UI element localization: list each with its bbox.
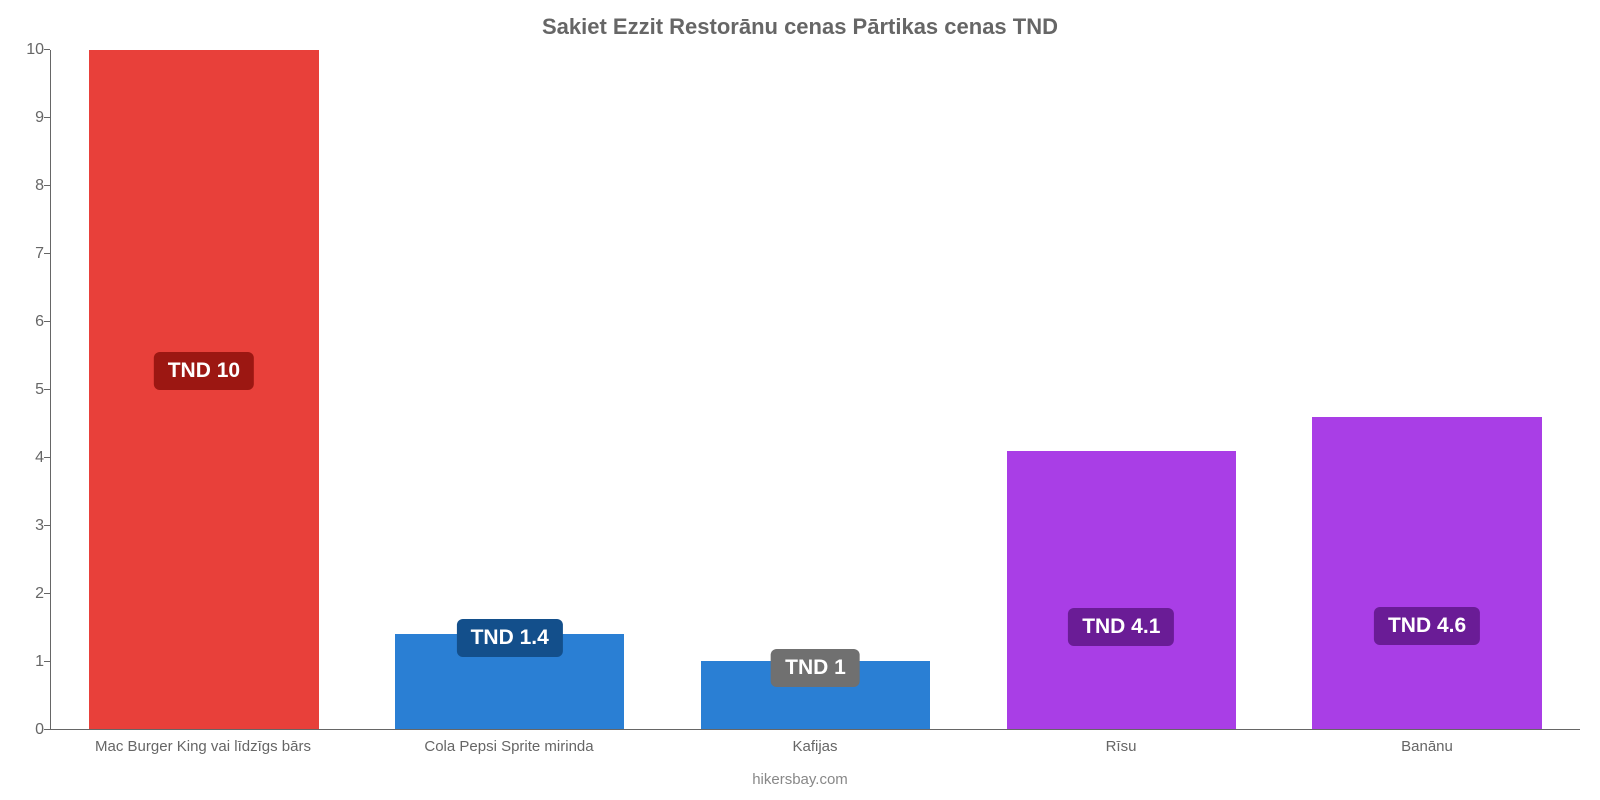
bar-slot: TND 10 xyxy=(51,50,357,729)
bars-row: TND 10 TND 1.4 TND 1 TND 4.1 TND 4.6 xyxy=(51,50,1580,729)
y-axis-tick: 7 xyxy=(10,245,44,263)
bar-slot: TND 1.4 xyxy=(357,50,663,729)
bar: TND 1.4 xyxy=(395,634,624,729)
plot-wrap: TND 10TND 1.4TND 1TND 4.1TND 4.6 0123456… xyxy=(50,50,1580,730)
plot-area: TND 10 TND 1.4 TND 1 TND 4.1 TND 4.6 xyxy=(50,50,1580,730)
x-axis-label: Kafijas xyxy=(662,734,968,755)
bar-value-label: TND 4.6 xyxy=(1374,607,1480,645)
x-axis-labels: Mac Burger King vai līdzīgs bārsCola Pep… xyxy=(50,734,1580,755)
x-axis-label: Cola Pepsi Sprite mirinda xyxy=(356,734,662,755)
bar: TND 4.6 xyxy=(1312,417,1541,729)
y-axis-tick: 5 xyxy=(10,381,44,399)
bar-value-label: TND 1.4 xyxy=(457,619,563,657)
bar-slot: TND 1 xyxy=(663,50,969,729)
chart-title: Sakiet Ezzit Restorānu cenas Pārtikas ce… xyxy=(0,0,1600,46)
x-axis-label: Rīsu xyxy=(968,734,1274,755)
bar: TND 4.1 xyxy=(1007,451,1236,729)
y-axis-tick: 2 xyxy=(10,585,44,603)
bar: TND 10 xyxy=(89,50,318,729)
bar-slot: TND 4.1 xyxy=(968,50,1274,729)
x-axis-label: Mac Burger King vai līdzīgs bārs xyxy=(50,734,356,755)
y-axis-tick: 4 xyxy=(10,449,44,467)
bar-slot: TND 4.6 xyxy=(1274,50,1580,729)
y-axis-tick: 9 xyxy=(10,109,44,127)
bar: TND 1 xyxy=(701,661,930,729)
y-axis-tick: 8 xyxy=(10,177,44,195)
x-axis-label: Banānu xyxy=(1274,734,1580,755)
y-axis-tick: 3 xyxy=(10,517,44,535)
y-axis-tick: 6 xyxy=(10,313,44,331)
bar-value-label: TND 4.1 xyxy=(1068,608,1174,646)
y-axis-tick: 1 xyxy=(10,653,44,671)
y-axis-tick: 0 xyxy=(10,721,44,739)
bar-value-label: TND 1 xyxy=(771,649,860,687)
bar-value-label: TND 10 xyxy=(154,352,254,390)
y-axis-tick: 10 xyxy=(10,41,44,59)
attribution-text: hikersbay.com xyxy=(0,771,1600,788)
